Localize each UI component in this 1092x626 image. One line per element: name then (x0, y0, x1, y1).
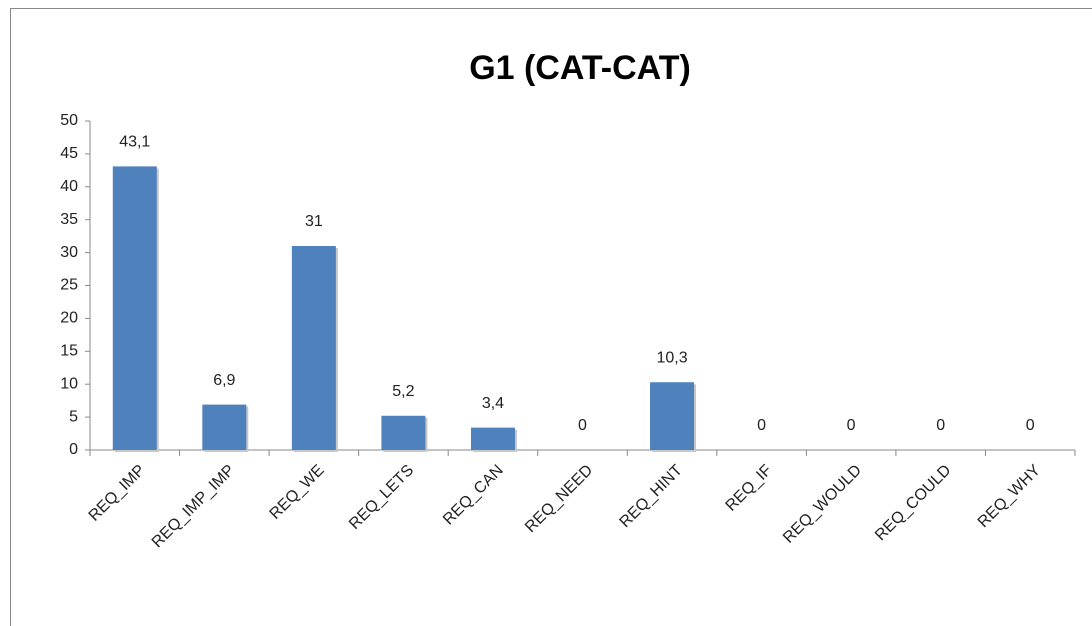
bar (291, 246, 336, 450)
bar (470, 427, 515, 450)
y-tick-label: 30 (60, 244, 78, 261)
y-tick-label: 15 (60, 343, 78, 360)
data-label: 43,1 (119, 134, 150, 151)
y-tick-label: 5 (69, 408, 78, 425)
data-label: 10,3 (656, 349, 687, 366)
data-label: 6,9 (213, 372, 235, 389)
data-label: 31 (305, 213, 323, 230)
data-label: 0 (847, 417, 856, 434)
bar (112, 166, 157, 451)
chart-title: G1 (CAT-CAT) (469, 49, 691, 87)
data-label: 0 (1026, 417, 1035, 434)
y-tick-label: 50 (60, 112, 78, 129)
data-label: 0 (757, 417, 766, 434)
bar (650, 382, 695, 450)
y-tick-label: 45 (60, 145, 78, 162)
y-tick-label: 40 (60, 178, 78, 195)
bar (381, 415, 426, 450)
y-tick-label: 10 (60, 375, 78, 392)
chart-border (10, 8, 1092, 626)
data-label: 3,4 (482, 395, 504, 412)
data-label: 0 (578, 417, 587, 434)
bar (202, 404, 247, 450)
y-tick-label: 25 (60, 277, 78, 294)
y-tick-label: 0 (69, 441, 78, 458)
data-label: 5,2 (392, 383, 414, 400)
data-label: 0 (936, 417, 945, 434)
y-tick-label: 20 (60, 310, 78, 327)
y-tick-label: 35 (60, 211, 78, 228)
